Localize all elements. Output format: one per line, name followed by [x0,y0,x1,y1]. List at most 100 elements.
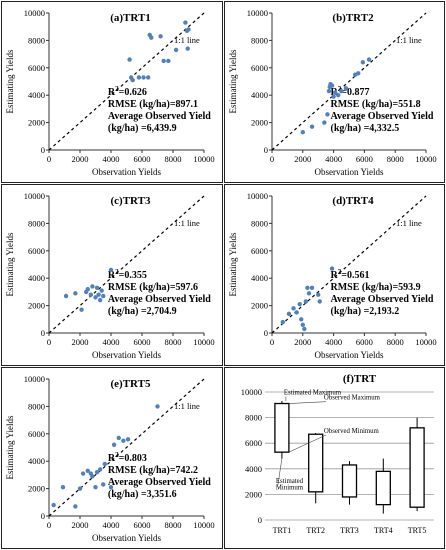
x-tick-label: TRT3 [340,526,359,535]
panel-trt4: 0 2000 4000 6000 8000 10000 0 2000 4000 6000 8000 1… [224,184,445,366]
data-point [309,124,315,129]
stat-line-3: (kg/ha) =2,704.9 [108,306,177,317]
y-tick-label: 10000 [24,191,45,201]
y-tick-label: 2000 [28,118,45,128]
data-point [294,310,299,315]
data-point [155,404,160,409]
scatter-plot-1: 0 2000 4000 6000 8000 10000 0 2000 4000 6000 8000 1… [5,8,215,177]
data-point [309,285,315,290]
panel-title: (a)TRT1 [110,12,151,24]
stat-line-1: RMSE (kg/ha)=742.2 [108,465,198,476]
data-point [101,293,106,299]
y-tick-label: 8000 [28,401,45,411]
y-axis-title: Estimating Yields [228,232,238,296]
data-point [299,317,304,322]
y-tick-label: 4000 [28,90,45,100]
data-point [332,90,338,95]
r-squared-label: R2=0.355 [108,268,147,281]
y-tick-label: 0 [264,328,268,338]
x-tick-label: 6000 [356,337,373,347]
x-tick-label: 8000 [165,337,182,347]
x-tick-label: 2000 [294,154,311,164]
y-tick-label: 6000 [251,63,268,73]
x-tick-label: 2000 [72,154,89,164]
data-point [97,297,103,303]
y-tick-label: 10000 [247,8,268,18]
data-point [166,58,171,64]
x-tick-label: 6000 [134,520,151,530]
r-squared-label: R2=0.626 [108,85,147,98]
x-tick-label: 6000 [134,154,151,164]
one-to-one-line-label: 1:1 line [174,218,200,228]
data-point [329,266,335,271]
data-points [63,267,114,312]
data-point [183,20,188,25]
data-point [94,285,100,290]
data-point [305,285,310,290]
x-tick-label: 4000 [103,520,120,530]
x-tick-label: 4000 [103,337,120,347]
panel-trt5: 0 2000 4000 6000 8000 10000 0 2000 4000 6000 8000 1… [1,367,223,549]
stat-line-2: Average Observed Yield [108,111,211,122]
x-tick-label: 4000 [103,154,120,164]
data-point [149,35,154,40]
annotation-leader [277,458,283,485]
data-point [173,47,179,53]
annotation-label-3: Observed Minimum [324,428,380,435]
data-point [108,485,114,490]
panel-title: (e)TRT5 [111,378,151,390]
data-point [297,302,302,307]
x-tick-label: 0 [47,337,51,347]
x-tick-label: TRT1 [273,526,292,535]
x-tick-label: 8000 [387,154,404,164]
data-point [158,34,163,39]
y-tick-label: 8000 [251,35,268,45]
data-point [97,467,103,472]
axes: 0 2000 4000 6000 8000 10000 0 2000 4000 6000 8000 1… [247,191,437,347]
stat-line-2: Average Observed Yield [331,294,434,305]
y-tick-label: 2000 [28,301,45,311]
data-point [185,46,190,51]
stat-line-1: RMSE (kg/ha)=597.6 [108,282,198,293]
data-points [51,404,160,509]
data-point [108,267,114,273]
y-axis-title: Estimating Yields [5,232,15,296]
x-axis-title: Observation Yields [92,533,161,543]
data-points [300,57,372,135]
data-point [317,299,322,304]
x-tick-label: TRT5 [408,526,427,535]
annotation-label-5: Minimum [276,484,304,491]
data-point [80,471,86,476]
data-points [280,266,335,332]
data-point [90,474,95,479]
y-tick-label: 4000 [251,273,268,283]
x-tick-label: 8000 [387,337,404,347]
box-trt1 [274,402,290,453]
data-point [63,293,69,299]
stat-line-3: (kg/ha) =4,332.5 [331,123,400,134]
one-to-one-line [48,12,205,151]
y-tick-label: 8000 [251,218,268,228]
data-point [111,442,117,447]
x-tick-label: 6000 [134,337,151,347]
x-tick-label: 4000 [325,154,342,164]
axes: 0 2000 4000 6000 8000 10000 0 2000 4000 6000 8000 1… [24,191,215,347]
data-point [127,57,132,62]
x-tick-label: 0 [47,154,51,164]
panel-title: (b)TRT2 [332,12,374,24]
data-point [366,57,372,62]
data-point [325,112,330,117]
y-tick-label: 6000 [28,429,45,439]
stat-line-3: (kg/ha) =6,439.9 [108,123,177,134]
data-point [136,75,142,80]
data-point [73,504,78,509]
one-to-one-line [48,378,205,517]
data-point [300,322,305,327]
y-tick-label: 10000 [241,387,262,397]
x-tick-label: 10000 [193,337,214,347]
y-axis-title: Estimating Yields [228,49,238,113]
data-point [99,288,104,293]
boxes [274,400,425,514]
y-axis-title: Estimating Yields [5,415,15,479]
